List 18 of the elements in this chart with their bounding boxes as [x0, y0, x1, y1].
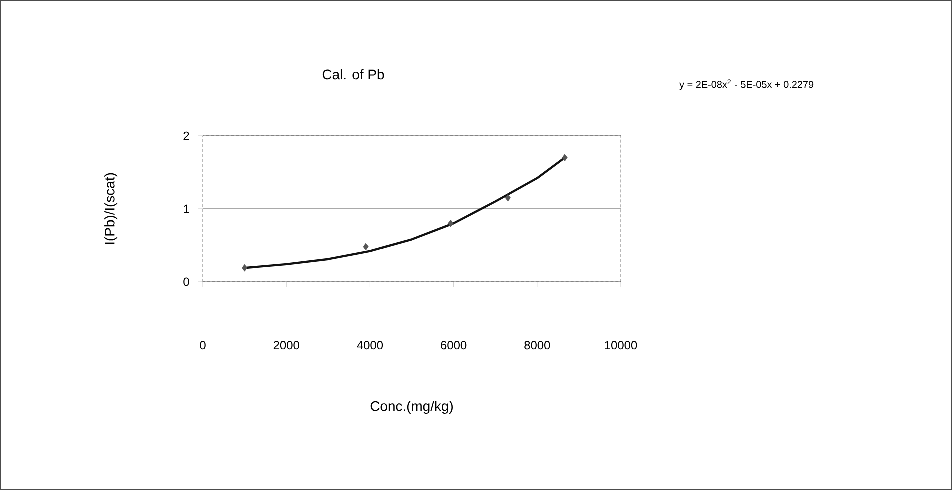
- x-tick-label: 8000: [524, 341, 550, 350]
- x-tick-label: 10000: [605, 341, 638, 350]
- point: [363, 243, 369, 251]
- point: [505, 194, 511, 202]
- y-axis-title: I(Pb)/I(scat): [104, 173, 118, 244]
- point: [448, 220, 454, 228]
- y-tick-label: 1: [184, 204, 190, 214]
- x-tick-label: 0: [200, 341, 206, 350]
- x-tick-label: 2000: [274, 341, 300, 350]
- x-tick-label: 6000: [441, 341, 467, 350]
- x-tick-label: 4000: [357, 341, 384, 350]
- x-axis-title: Conc.(mg/kg): [370, 401, 453, 414]
- chart-title: Cal. of Pb: [322, 69, 384, 80]
- y-tick-label: 2: [184, 132, 190, 140]
- point: [562, 154, 568, 162]
- y-tick-label: 0: [184, 278, 190, 286]
- text: y = 2E-08x$^{2}$ - 5E-05x + 0.2279: [680, 80, 814, 90]
- point: [242, 264, 248, 272]
